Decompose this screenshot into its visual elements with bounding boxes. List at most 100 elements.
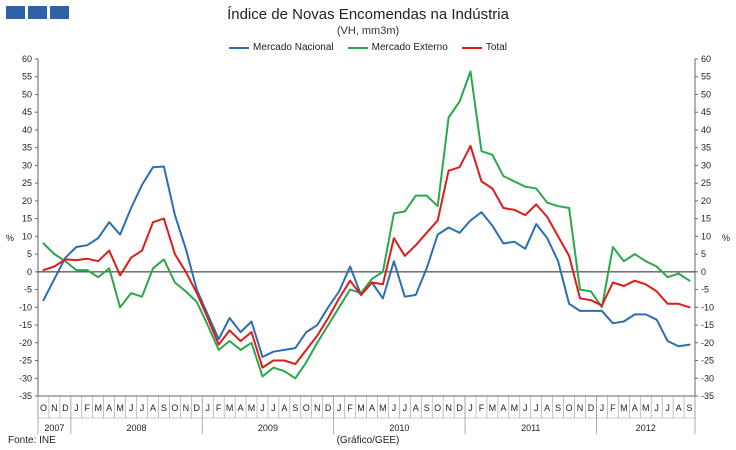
month-label: M: [511, 403, 519, 413]
month-label: N: [577, 403, 584, 413]
y-tick-label-right: 5: [701, 249, 706, 259]
month-label: A: [369, 403, 375, 413]
month-label: J: [600, 403, 605, 413]
y-tick-label-left: 50: [22, 89, 32, 99]
month-label: S: [555, 403, 561, 413]
y-tick-label-left: -10: [19, 302, 32, 312]
month-label: J: [205, 403, 210, 413]
y-tick-label-left: 15: [22, 214, 32, 224]
legend-item-total: Total: [461, 42, 507, 53]
y-tick-label-right: 30: [701, 160, 711, 170]
year-label: 2007: [44, 423, 64, 433]
month-label: D: [588, 403, 595, 413]
month-label: A: [106, 403, 112, 413]
y-tick-label-left: 60: [22, 54, 32, 64]
y-tick-label-left: 30: [22, 160, 32, 170]
series-line-externo: [42, 70, 691, 380]
month-label: F: [347, 403, 353, 413]
month-label: A: [150, 403, 156, 413]
year-label: 2010: [389, 423, 409, 433]
y-tick-label-right: 45: [701, 107, 711, 117]
legend-item-nacional: Mercado Nacional: [229, 42, 334, 53]
y-tick-label-right: 10: [701, 231, 711, 241]
chart-title: Índice de Novas Encomendas na Indústria: [227, 6, 509, 23]
logo-square: [6, 6, 25, 19]
month-label: S: [424, 403, 430, 413]
month-label: S: [161, 403, 167, 413]
month-label: A: [238, 403, 244, 413]
y-tick-label-left: 0: [27, 267, 32, 277]
y-tick-label-left: 10: [22, 231, 32, 241]
month-label: D: [325, 403, 332, 413]
month-label: J: [403, 403, 408, 413]
logo-square: [28, 6, 47, 19]
y-tick-label-left: -30: [19, 373, 32, 383]
y-tick-label-right: 25: [701, 178, 711, 188]
month-label: J: [665, 403, 670, 413]
y-tick-label-right: -35: [701, 391, 714, 401]
y-tick-label-right: 60: [701, 54, 711, 64]
month-label: J: [129, 403, 134, 413]
y-tick-label-right: 40: [701, 125, 711, 135]
y-tick-label-left: 35: [22, 143, 32, 153]
y-tick-label-left: 25: [22, 178, 32, 188]
y-tick-label-right: 50: [701, 89, 711, 99]
month-label: J: [260, 403, 265, 413]
month-label: A: [413, 403, 419, 413]
y-tick-label-right: 20: [701, 196, 711, 206]
month-label: J: [271, 403, 276, 413]
month-label: A: [676, 403, 682, 413]
y-axis-label-left: %: [6, 233, 14, 243]
month-label: J: [337, 403, 342, 413]
month-label: M: [620, 403, 628, 413]
month-label: J: [654, 403, 659, 413]
y-tick-label-left: 40: [22, 125, 32, 135]
logo: [6, 6, 69, 19]
year-label: 2012: [636, 423, 656, 433]
month-label: J: [140, 403, 145, 413]
y-tick-label-right: -30: [701, 373, 714, 383]
month-label: D: [62, 403, 69, 413]
month-label: M: [94, 403, 102, 413]
month-label: J: [74, 403, 79, 413]
month-label: A: [281, 403, 287, 413]
y-tick-label-left: 45: [22, 107, 32, 117]
year-label: 2008: [127, 423, 147, 433]
month-label: M: [248, 403, 256, 413]
month-label: D: [456, 403, 463, 413]
month-label: N: [51, 403, 58, 413]
legend-label-externo: Mercado Externo: [371, 42, 448, 53]
y-tick-label-left: -20: [19, 338, 32, 348]
month-label: N: [183, 403, 190, 413]
legend-swatch-total: [461, 46, 482, 49]
month-label: D: [194, 403, 201, 413]
month-label: J: [534, 403, 539, 413]
y-tick-label-right: 55: [701, 72, 711, 82]
series-line-nacional: [42, 165, 691, 358]
month-label: A: [632, 403, 638, 413]
y-tick-label-right: 0: [701, 267, 706, 277]
y-axis-label-right: %: [722, 233, 730, 243]
legend-label-total: Total: [485, 42, 507, 53]
month-label: O: [434, 403, 441, 413]
month-label: M: [489, 403, 497, 413]
series-line-total: [42, 144, 691, 369]
month-label: M: [226, 403, 234, 413]
month-label: S: [687, 403, 693, 413]
legend-label-nacional: Mercado Nacional: [253, 42, 334, 53]
chart-legend: Mercado Nacional Mercado Externo Total: [0, 42, 736, 53]
month-label: N: [314, 403, 321, 413]
month-label: J: [392, 403, 397, 413]
month-label: M: [642, 403, 650, 413]
chart-subtitle: (VH, mm3m): [336, 25, 400, 37]
month-label: M: [357, 403, 365, 413]
source-note: Fonte: INE: [8, 435, 56, 446]
month-label: O: [40, 403, 47, 413]
month-label: N: [445, 403, 452, 413]
month-label: M: [116, 403, 124, 413]
y-tick-label-right: -15: [701, 320, 714, 330]
month-label: O: [171, 403, 178, 413]
y-tick-label-left: -15: [19, 320, 32, 330]
month-label: O: [303, 403, 310, 413]
